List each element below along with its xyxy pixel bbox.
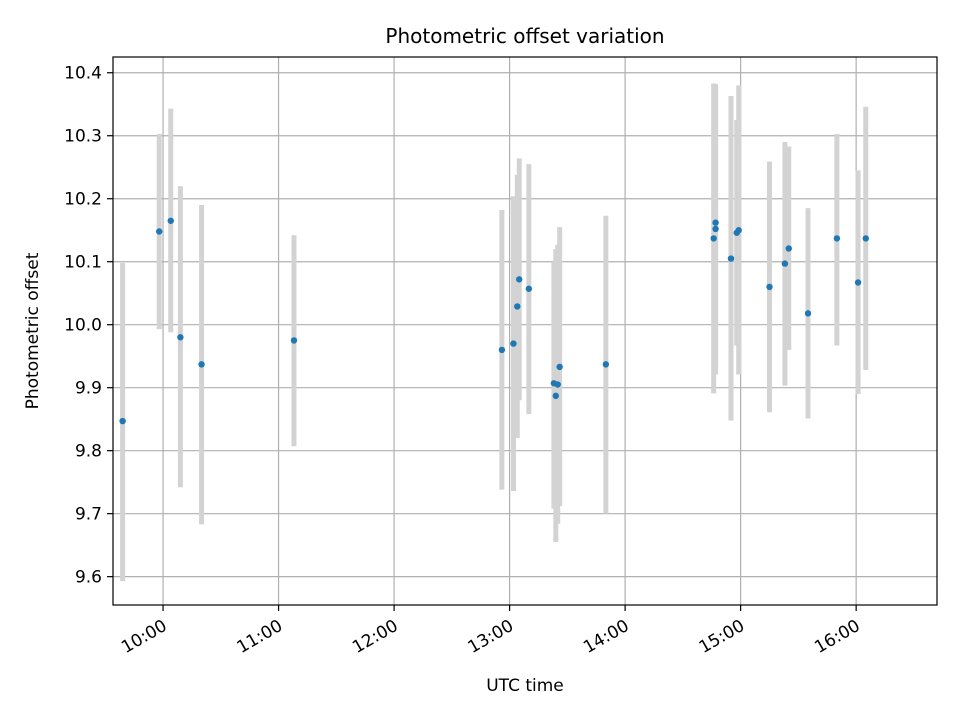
data-point <box>766 283 773 291</box>
data-point <box>781 260 789 267</box>
data-points <box>119 217 869 425</box>
y-tick-label: 9.8 <box>75 442 102 462</box>
data-point <box>552 392 560 400</box>
data-point <box>862 235 869 242</box>
plot-frame <box>112 56 938 606</box>
y-tick-label: 9.9 <box>75 379 102 399</box>
data-point <box>516 276 523 283</box>
y-tick-label: 10.3 <box>64 127 102 147</box>
data-point <box>554 381 561 388</box>
data-point <box>498 346 506 354</box>
x-axis-title: UTC time <box>486 676 564 696</box>
y-tick-label: 10.4 <box>64 64 102 84</box>
data-point <box>510 340 517 347</box>
data-point <box>290 337 298 344</box>
data-point <box>514 303 521 310</box>
data-point <box>833 235 841 242</box>
data-point <box>602 361 610 368</box>
data-point <box>712 225 719 233</box>
data-point <box>727 255 735 262</box>
y-axis-title: Photometric offset <box>23 252 43 409</box>
y-axis-ticks: 9.6 9.7 9.8 9.9 10.0 10.1 10.2 10.3 10.4 <box>64 64 113 588</box>
y-tick-label: 10.2 <box>64 190 102 210</box>
data-point <box>525 285 533 292</box>
data-point <box>804 310 812 317</box>
data-point <box>177 334 184 341</box>
data-point <box>710 235 717 242</box>
data-point <box>119 417 126 425</box>
data-point <box>156 228 163 235</box>
y-tick-label: 10.1 <box>64 253 102 273</box>
data-point <box>854 279 862 286</box>
y-tick-label: 10.0 <box>64 316 102 336</box>
data-point <box>167 217 174 224</box>
data-point <box>785 245 792 252</box>
y-tick-label: 9.7 <box>75 505 102 525</box>
data-point <box>712 219 719 226</box>
y-tick-label: 9.6 <box>75 568 102 588</box>
data-point <box>735 227 742 234</box>
data-point <box>556 363 563 371</box>
chart-title: Photometric offset variation <box>385 24 664 48</box>
data-point <box>198 361 205 368</box>
